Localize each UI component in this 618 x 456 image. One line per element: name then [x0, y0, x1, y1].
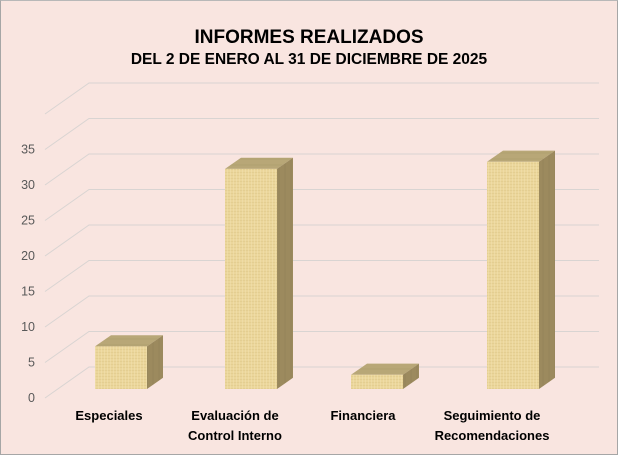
bar-top: [95, 335, 163, 347]
gridline: [44, 260, 599, 292]
y-tick-label: 25: [21, 214, 35, 228]
chart-title: INFORMES REALIZADOS: [194, 27, 424, 48]
y-tick-label: 20: [21, 249, 35, 263]
bar: [225, 157, 293, 389]
x-axis-label: Financiera: [330, 408, 396, 423]
x-axis-label: Evaluación de Control Interno: [188, 408, 282, 443]
bar-top: [225, 157, 293, 169]
gridline: [44, 295, 599, 328]
bar-top: [351, 363, 419, 375]
bar-front: [487, 161, 539, 389]
chart-subtitle: DEL 2 DE ENERO AL 31 DE DICIEMBRE DE 202…: [130, 51, 488, 68]
bar-side: [147, 335, 163, 389]
gridline: [44, 153, 599, 186]
gridline: [44, 224, 599, 257]
bar-side: [277, 157, 293, 389]
y-tick-label: 35: [21, 143, 35, 157]
gridline: [44, 331, 599, 363]
y-tick-label: 30: [21, 178, 35, 192]
gridline: [44, 189, 599, 221]
bar-side: [403, 363, 419, 389]
x-axis-label: Seguimiento de Recomendaciones: [434, 408, 550, 443]
gridlines: [44, 82, 599, 399]
bar: [95, 335, 163, 389]
bar-top: [487, 150, 555, 162]
y-axis-ticks: 0 5 10 15 20 25 30 35: [21, 143, 35, 406]
bars: [95, 150, 555, 389]
x-axis-label: Especiales: [75, 408, 143, 423]
bar-front: [95, 346, 147, 389]
y-tick-label: 5: [28, 356, 35, 370]
bar: [351, 363, 419, 389]
gridline: [44, 118, 599, 150]
bar: [487, 150, 555, 389]
y-tick-label: 15: [21, 285, 35, 299]
bar-front: [351, 374, 403, 389]
bar-side: [539, 150, 555, 389]
bar-front: [225, 168, 277, 389]
gridline: [44, 82, 599, 115]
y-tick-label: 0: [28, 391, 35, 405]
gridline: [44, 366, 599, 399]
y-tick-label: 10: [21, 320, 35, 334]
